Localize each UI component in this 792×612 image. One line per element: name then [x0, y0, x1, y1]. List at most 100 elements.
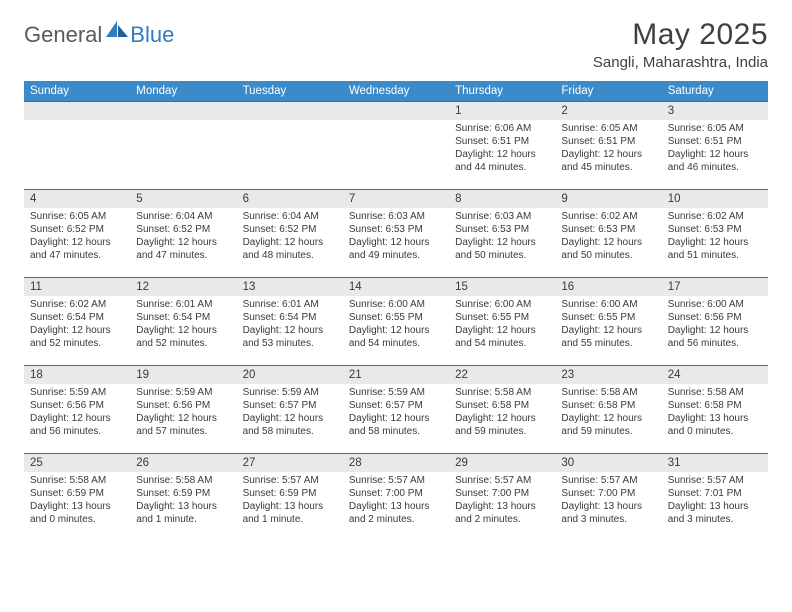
sunrise-text: Sunrise: 5:59 AM: [136, 386, 230, 399]
day-number: 22: [449, 366, 555, 384]
calendar-day-cell: 1Sunrise: 6:06 AMSunset: 6:51 PMDaylight…: [449, 102, 555, 190]
daylight-text: Daylight: 12 hours and 50 minutes.: [561, 236, 655, 262]
day-details: Sunrise: 6:00 AMSunset: 6:55 PMDaylight:…: [343, 296, 449, 354]
calendar-day-cell: 13Sunrise: 6:01 AMSunset: 6:54 PMDayligh…: [237, 278, 343, 366]
sunset-text: Sunset: 6:58 PM: [668, 399, 762, 412]
calendar-week-row: 11Sunrise: 6:02 AMSunset: 6:54 PMDayligh…: [24, 278, 768, 366]
daylight-text: Daylight: 12 hours and 47 minutes.: [30, 236, 124, 262]
calendar-day-cell: 8Sunrise: 6:03 AMSunset: 6:53 PMDaylight…: [449, 190, 555, 278]
day-number: [130, 102, 236, 120]
daylight-text: Daylight: 13 hours and 3 minutes.: [561, 500, 655, 526]
day-details: Sunrise: 5:58 AMSunset: 6:58 PMDaylight:…: [555, 384, 661, 442]
calendar-day-cell: 20Sunrise: 5:59 AMSunset: 6:57 PMDayligh…: [237, 366, 343, 454]
day-number: 20: [237, 366, 343, 384]
day-number: 29: [449, 454, 555, 472]
calendar-day-cell: 29Sunrise: 5:57 AMSunset: 7:00 PMDayligh…: [449, 454, 555, 542]
logo-text-blue: Blue: [130, 22, 174, 48]
calendar-day-cell: 6Sunrise: 6:04 AMSunset: 6:52 PMDaylight…: [237, 190, 343, 278]
sunrise-text: Sunrise: 5:59 AM: [349, 386, 443, 399]
calendar-day-cell: 22Sunrise: 5:58 AMSunset: 6:58 PMDayligh…: [449, 366, 555, 454]
calendar-page: General Blue May 2025 Sangli, Maharashtr…: [0, 0, 792, 560]
calendar-day-cell: 12Sunrise: 6:01 AMSunset: 6:54 PMDayligh…: [130, 278, 236, 366]
sunset-text: Sunset: 6:52 PM: [136, 223, 230, 236]
day-details: Sunrise: 5:57 AMSunset: 7:00 PMDaylight:…: [343, 472, 449, 530]
sunrise-text: Sunrise: 6:06 AM: [455, 122, 549, 135]
sunset-text: Sunset: 6:58 PM: [455, 399, 549, 412]
calendar-week-row: 25Sunrise: 5:58 AMSunset: 6:59 PMDayligh…: [24, 454, 768, 542]
day-number: 11: [24, 278, 130, 296]
calendar-day-cell: 17Sunrise: 6:00 AMSunset: 6:56 PMDayligh…: [662, 278, 768, 366]
daylight-text: Daylight: 12 hours and 52 minutes.: [136, 324, 230, 350]
day-number: 7: [343, 190, 449, 208]
daylight-text: Daylight: 12 hours and 55 minutes.: [561, 324, 655, 350]
daylight-text: Daylight: 12 hours and 56 minutes.: [668, 324, 762, 350]
calendar-day-cell: 18Sunrise: 5:59 AMSunset: 6:56 PMDayligh…: [24, 366, 130, 454]
day-number: [24, 102, 130, 120]
calendar-day-cell: 27Sunrise: 5:57 AMSunset: 6:59 PMDayligh…: [237, 454, 343, 542]
sunrise-text: Sunrise: 6:02 AM: [30, 298, 124, 311]
day-number: 26: [130, 454, 236, 472]
sunrise-text: Sunrise: 5:57 AM: [455, 474, 549, 487]
weekday-header: Tuesday: [237, 81, 343, 102]
sunset-text: Sunset: 6:51 PM: [668, 135, 762, 148]
day-number: 13: [237, 278, 343, 296]
day-details: [237, 120, 343, 170]
daylight-text: Daylight: 12 hours and 59 minutes.: [561, 412, 655, 438]
page-header: General Blue May 2025 Sangli, Maharashtr…: [24, 18, 768, 71]
calendar-week-row: 18Sunrise: 5:59 AMSunset: 6:56 PMDayligh…: [24, 366, 768, 454]
daylight-text: Daylight: 13 hours and 1 minute.: [243, 500, 337, 526]
day-details: Sunrise: 6:04 AMSunset: 6:52 PMDaylight:…: [237, 208, 343, 266]
sunset-text: Sunset: 6:53 PM: [561, 223, 655, 236]
sunset-text: Sunset: 6:59 PM: [136, 487, 230, 500]
weekday-header: Sunday: [24, 81, 130, 102]
day-details: Sunrise: 6:01 AMSunset: 6:54 PMDaylight:…: [130, 296, 236, 354]
day-details: Sunrise: 5:57 AMSunset: 7:00 PMDaylight:…: [555, 472, 661, 530]
day-number: 24: [662, 366, 768, 384]
day-number: 27: [237, 454, 343, 472]
sunset-text: Sunset: 6:55 PM: [455, 311, 549, 324]
sunset-text: Sunset: 7:00 PM: [455, 487, 549, 500]
day-number: 2: [555, 102, 661, 120]
sunrise-text: Sunrise: 5:58 AM: [561, 386, 655, 399]
daylight-text: Daylight: 12 hours and 58 minutes.: [243, 412, 337, 438]
daylight-text: Daylight: 12 hours and 45 minutes.: [561, 148, 655, 174]
day-number: [343, 102, 449, 120]
brand-logo: General Blue: [24, 18, 174, 48]
calendar-day-cell: 25Sunrise: 5:58 AMSunset: 6:59 PMDayligh…: [24, 454, 130, 542]
sunset-text: Sunset: 6:57 PM: [349, 399, 443, 412]
month-title: May 2025: [593, 18, 768, 52]
sunrise-text: Sunrise: 6:01 AM: [136, 298, 230, 311]
day-details: Sunrise: 6:00 AMSunset: 6:56 PMDaylight:…: [662, 296, 768, 354]
day-details: Sunrise: 5:59 AMSunset: 6:57 PMDaylight:…: [237, 384, 343, 442]
day-details: Sunrise: 6:02 AMSunset: 6:53 PMDaylight:…: [555, 208, 661, 266]
calendar-day-cell: 5Sunrise: 6:04 AMSunset: 6:52 PMDaylight…: [130, 190, 236, 278]
daylight-text: Daylight: 13 hours and 1 minute.: [136, 500, 230, 526]
calendar-day-cell: 7Sunrise: 6:03 AMSunset: 6:53 PMDaylight…: [343, 190, 449, 278]
daylight-text: Daylight: 13 hours and 2 minutes.: [349, 500, 443, 526]
day-number: 1: [449, 102, 555, 120]
calendar-table: Sunday Monday Tuesday Wednesday Thursday…: [24, 81, 768, 542]
day-details: Sunrise: 6:03 AMSunset: 6:53 PMDaylight:…: [343, 208, 449, 266]
sunset-text: Sunset: 6:54 PM: [243, 311, 337, 324]
calendar-week-row: 4Sunrise: 6:05 AMSunset: 6:52 PMDaylight…: [24, 190, 768, 278]
day-details: Sunrise: 5:59 AMSunset: 6:56 PMDaylight:…: [24, 384, 130, 442]
calendar-week-row: 1Sunrise: 6:06 AMSunset: 6:51 PMDaylight…: [24, 102, 768, 190]
day-number: 30: [555, 454, 661, 472]
calendar-day-cell: 26Sunrise: 5:58 AMSunset: 6:59 PMDayligh…: [130, 454, 236, 542]
day-number: 5: [130, 190, 236, 208]
sunset-text: Sunset: 6:54 PM: [30, 311, 124, 324]
daylight-text: Daylight: 12 hours and 50 minutes.: [455, 236, 549, 262]
sunrise-text: Sunrise: 5:58 AM: [30, 474, 124, 487]
sunrise-text: Sunrise: 6:00 AM: [455, 298, 549, 311]
day-number: 19: [130, 366, 236, 384]
sunrise-text: Sunrise: 6:05 AM: [30, 210, 124, 223]
sunrise-text: Sunrise: 6:01 AM: [243, 298, 337, 311]
sunset-text: Sunset: 6:52 PM: [30, 223, 124, 236]
day-details: Sunrise: 6:06 AMSunset: 6:51 PMDaylight:…: [449, 120, 555, 178]
day-details: Sunrise: 6:02 AMSunset: 6:53 PMDaylight:…: [662, 208, 768, 266]
calendar-day-cell: 2Sunrise: 6:05 AMSunset: 6:51 PMDaylight…: [555, 102, 661, 190]
daylight-text: Daylight: 12 hours and 56 minutes.: [30, 412, 124, 438]
sunset-text: Sunset: 6:55 PM: [561, 311, 655, 324]
calendar-day-cell: 10Sunrise: 6:02 AMSunset: 6:53 PMDayligh…: [662, 190, 768, 278]
calendar-day-cell: 30Sunrise: 5:57 AMSunset: 7:00 PMDayligh…: [555, 454, 661, 542]
